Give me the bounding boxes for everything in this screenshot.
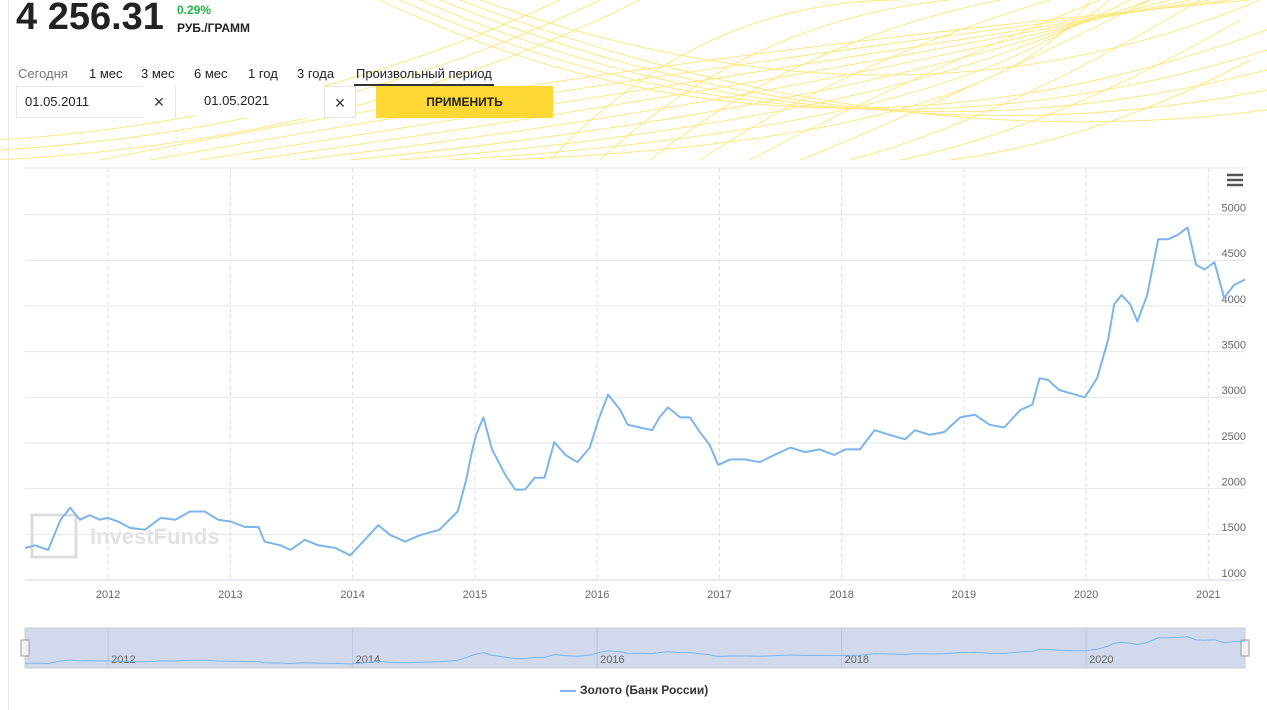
clear-button[interactable]: × xyxy=(143,86,175,118)
date-to-input[interactable]: 01.05.2021 xyxy=(196,86,326,118)
navigator-tick-label: 2020 xyxy=(1089,654,1113,666)
tab[interactable]: 1 мес xyxy=(89,66,123,81)
y-tick-label: 1000 xyxy=(1222,568,1246,580)
price-change: 0.29% xyxy=(177,3,212,17)
left-border xyxy=(8,0,9,710)
series-line xyxy=(24,226,1246,557)
y-tick-label: 3000 xyxy=(1222,385,1246,397)
x-tick-label: 2015 xyxy=(463,589,487,601)
x-tick-label: 2013 xyxy=(218,589,242,601)
chart-area: InvestFunds Золото (Банк России) 1000 150… xyxy=(20,167,1250,697)
navigator-tick-label: 2016 xyxy=(600,654,624,666)
navigator-tick-label: 2018 xyxy=(845,654,869,666)
x-tick-label: 2020 xyxy=(1074,589,1098,601)
y-tick-label: 3500 xyxy=(1222,340,1246,352)
apply-button[interactable]: ПРИМЕНИТЬ xyxy=(376,86,553,118)
y-tick-label: 2000 xyxy=(1222,477,1246,489)
navigator-tick-label: 2014 xyxy=(356,654,380,666)
x-tick-label: 2012 xyxy=(96,589,120,601)
watermark: InvestFunds xyxy=(90,524,220,549)
chart: InvestFunds Золото (Банк России) 1000 150… xyxy=(20,167,1250,697)
tab[interactable]: 3 года xyxy=(297,66,335,81)
navigator-tick-label: 2012 xyxy=(111,654,135,666)
legend-label[interactable]: Золото (Банк России) xyxy=(580,683,708,697)
x-tick-label: 2017 xyxy=(707,589,731,601)
x-tick-label: 2018 xyxy=(829,589,853,601)
tab-active[interactable]: Произвольный период xyxy=(354,66,494,86)
x-tick-label: 2021 xyxy=(1196,589,1220,601)
y-tick-label: 4000 xyxy=(1222,294,1246,306)
navigator-handle[interactable] xyxy=(20,639,30,657)
price-unit: РУБ./ГРАММ xyxy=(177,21,251,35)
x-tick-label: 2019 xyxy=(952,589,976,601)
tab[interactable]: 3 мес xyxy=(141,66,175,81)
price: 4 256.31 xyxy=(16,0,164,38)
tab[interactable]: Сегодня xyxy=(18,66,68,81)
y-tick-label: 2500 xyxy=(1222,431,1246,443)
y-tick-label: 5000 xyxy=(1222,203,1246,215)
clear-button[interactable]: × xyxy=(324,86,356,118)
watermark-logo xyxy=(30,513,78,559)
navigator-handle[interactable] xyxy=(1240,639,1250,657)
tab[interactable]: 1 год xyxy=(248,66,278,81)
x-tick-label: 2016 xyxy=(585,589,609,601)
y-tick-label: 4500 xyxy=(1222,248,1246,260)
x-tick-label: 2014 xyxy=(340,589,364,601)
tab[interactable]: 6 мес xyxy=(194,66,228,81)
menu-icon[interactable] xyxy=(1227,173,1243,187)
y-tick-label: 1500 xyxy=(1222,522,1246,534)
navigator[interactable] xyxy=(24,627,1246,669)
navigator-line xyxy=(24,636,1246,665)
